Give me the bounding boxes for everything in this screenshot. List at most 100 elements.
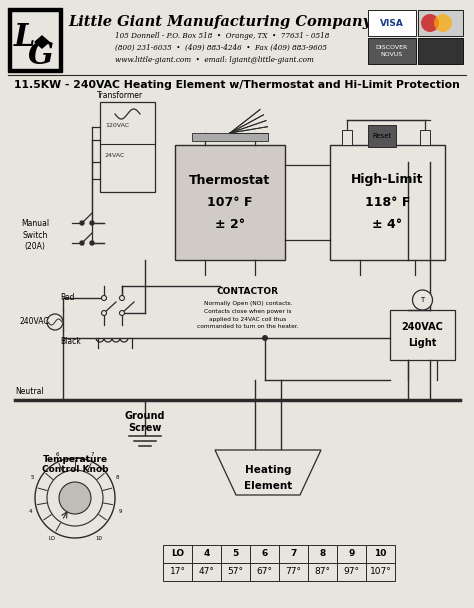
Text: Red: Red xyxy=(60,293,74,302)
Circle shape xyxy=(80,241,84,245)
Text: ± 2°: ± 2° xyxy=(215,218,245,232)
Circle shape xyxy=(434,14,452,32)
Polygon shape xyxy=(35,36,49,48)
Circle shape xyxy=(412,290,432,310)
Text: Element: Element xyxy=(244,481,292,491)
Text: 8: 8 xyxy=(319,550,326,559)
Text: 240VAC: 240VAC xyxy=(401,322,444,332)
Text: 5: 5 xyxy=(31,475,35,480)
Text: 97°: 97° xyxy=(344,567,359,576)
Polygon shape xyxy=(215,450,321,495)
Circle shape xyxy=(101,311,107,316)
Text: 57°: 57° xyxy=(228,567,244,576)
Bar xyxy=(8,8,62,72)
Text: Ground: Ground xyxy=(125,411,165,421)
Text: 5: 5 xyxy=(232,550,238,559)
Text: 4: 4 xyxy=(203,550,210,559)
Text: www.little-giant.com  •  email: lgiant@little-giant.com: www.little-giant.com • email: lgiant@lit… xyxy=(115,56,314,64)
Bar xyxy=(250,563,279,581)
Text: 4: 4 xyxy=(28,510,32,514)
Circle shape xyxy=(59,482,91,514)
Text: L: L xyxy=(14,22,36,54)
Text: Screw: Screw xyxy=(128,423,162,433)
Bar xyxy=(11,11,59,69)
Bar xyxy=(366,563,395,581)
Text: 9: 9 xyxy=(118,510,122,514)
Text: 107° F: 107° F xyxy=(207,196,253,210)
Text: 118° F: 118° F xyxy=(365,196,410,210)
Bar xyxy=(337,545,366,563)
Text: 6: 6 xyxy=(56,452,60,457)
Text: 77°: 77° xyxy=(285,567,301,576)
Text: 6: 6 xyxy=(261,550,268,559)
Bar xyxy=(368,38,416,64)
Text: 10: 10 xyxy=(374,550,387,559)
Bar xyxy=(342,130,352,145)
Circle shape xyxy=(90,241,94,245)
Text: 7: 7 xyxy=(91,452,94,457)
Bar xyxy=(418,10,463,36)
Text: Neutral: Neutral xyxy=(15,387,44,396)
Text: Thermostat: Thermostat xyxy=(190,173,271,187)
Bar xyxy=(163,545,192,563)
Text: 9: 9 xyxy=(348,550,355,559)
Text: Light: Light xyxy=(408,338,437,348)
Text: LO: LO xyxy=(48,536,55,541)
Text: applied to 24VAC coil thus: applied to 24VAC coil thus xyxy=(210,317,287,322)
Circle shape xyxy=(80,221,84,225)
Text: Normally Open (NO) contacts.: Normally Open (NO) contacts. xyxy=(204,300,292,305)
Bar xyxy=(368,10,416,36)
Bar xyxy=(418,38,463,64)
Text: 7: 7 xyxy=(290,550,297,559)
Text: 105 Donnell - P.O. Box 518  •  Orange, TX  •  77631 - 0518: 105 Donnell - P.O. Box 518 • Orange, TX … xyxy=(115,32,329,40)
Text: 11.5KW - 240VAC Heating Element w/Thermostat and Hi-Limit Protection: 11.5KW - 240VAC Heating Element w/Thermo… xyxy=(14,80,460,90)
Bar xyxy=(100,102,155,192)
Text: 240VAC: 240VAC xyxy=(20,317,50,326)
Bar xyxy=(250,545,279,563)
Text: VISA: VISA xyxy=(380,18,404,27)
Text: (800) 231-6035  •  (409) 883-4246  •  Fax (409) 883-9605: (800) 231-6035 • (409) 883-4246 • Fax (4… xyxy=(115,44,327,52)
Circle shape xyxy=(35,458,115,538)
Circle shape xyxy=(47,470,103,526)
Text: 120VAC: 120VAC xyxy=(105,123,129,128)
Text: Transformer: Transformer xyxy=(97,91,143,100)
Bar xyxy=(279,545,308,563)
Bar xyxy=(279,563,308,581)
Bar xyxy=(390,310,455,360)
Text: Manual
Switch
(20A): Manual Switch (20A) xyxy=(21,219,49,251)
Circle shape xyxy=(101,295,107,300)
Text: T: T xyxy=(420,297,425,303)
Text: Temperature: Temperature xyxy=(43,455,108,463)
Bar xyxy=(420,130,430,145)
Text: Black: Black xyxy=(60,337,81,346)
Text: commanded to turn on the heater.: commanded to turn on the heater. xyxy=(197,325,299,330)
Bar xyxy=(308,563,337,581)
Text: Control Knob: Control Knob xyxy=(42,466,108,474)
Text: 67°: 67° xyxy=(256,567,273,576)
Text: Heating: Heating xyxy=(245,465,291,475)
Text: Little Giant Manufacturing Company, Inc.: Little Giant Manufacturing Company, Inc. xyxy=(68,15,411,29)
Text: G: G xyxy=(28,41,54,72)
Bar xyxy=(192,563,221,581)
Bar xyxy=(163,563,192,581)
Text: LO: LO xyxy=(171,550,184,559)
Bar xyxy=(192,133,268,141)
Text: DISCOVER
NOVUS: DISCOVER NOVUS xyxy=(376,46,408,57)
Bar xyxy=(337,563,366,581)
Circle shape xyxy=(47,314,63,330)
Circle shape xyxy=(262,335,268,341)
Text: 17°: 17° xyxy=(170,567,185,576)
Text: 10: 10 xyxy=(95,536,102,541)
Text: 107°: 107° xyxy=(370,567,392,576)
Text: Reset: Reset xyxy=(373,133,392,139)
Bar xyxy=(368,125,396,147)
Circle shape xyxy=(90,221,94,225)
Text: 8: 8 xyxy=(116,475,119,480)
Text: CONTACTOR: CONTACTOR xyxy=(217,288,279,297)
Text: 87°: 87° xyxy=(315,567,330,576)
Bar xyxy=(221,545,250,563)
Text: High-Limit: High-Limit xyxy=(351,173,424,187)
Circle shape xyxy=(119,295,125,300)
Text: Contacts close when power is: Contacts close when power is xyxy=(204,308,292,314)
Circle shape xyxy=(421,14,439,32)
